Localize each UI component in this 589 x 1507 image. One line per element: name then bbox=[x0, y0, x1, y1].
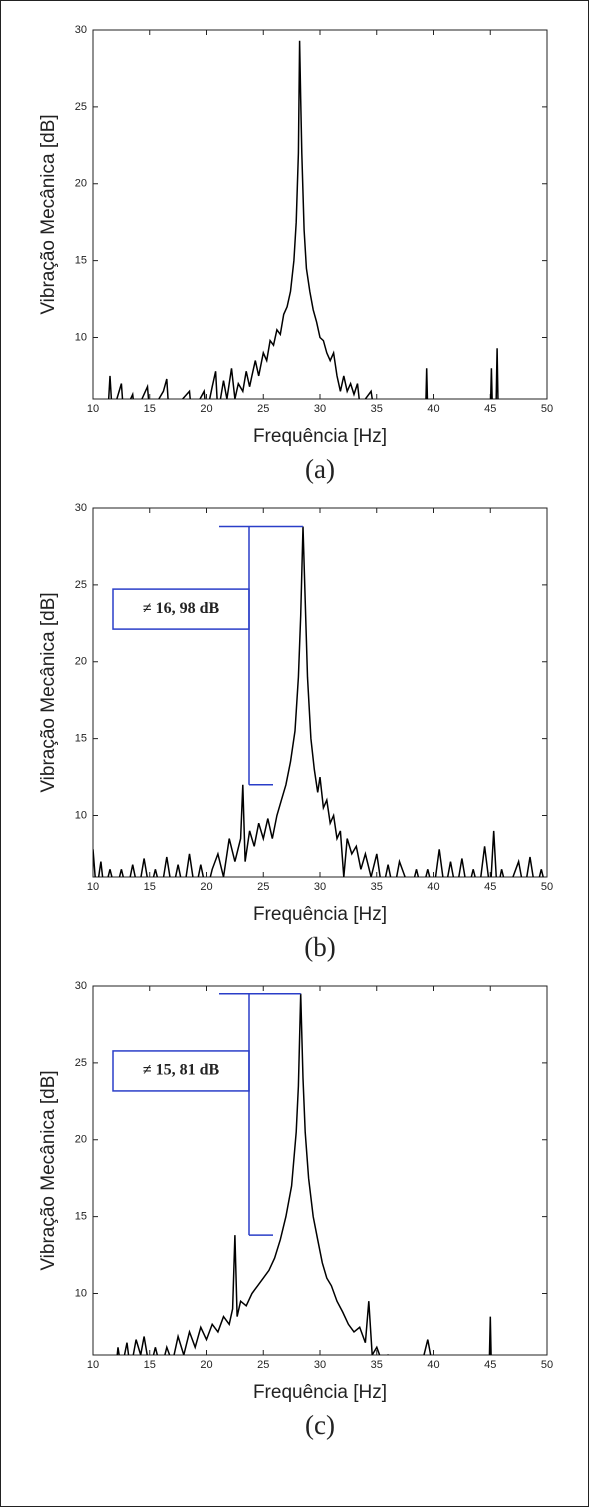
plot-frame bbox=[92, 29, 548, 400]
x-tick-label: 50 bbox=[541, 881, 553, 893]
annotation: ≠ 15, 81 dB bbox=[143, 1062, 220, 1079]
x-tick-label: 10 bbox=[87, 403, 99, 415]
y-tick-label: 20 bbox=[75, 178, 87, 190]
x-tick-label: 20 bbox=[200, 403, 212, 415]
x-tick-label: 15 bbox=[144, 403, 156, 415]
y-tick-label: 15 bbox=[75, 1211, 87, 1223]
x-tick-label: 40 bbox=[427, 1359, 439, 1371]
x-tick-label: 40 bbox=[427, 881, 439, 893]
x-tick-label: 25 bbox=[257, 403, 269, 415]
x-tick-label: 10 bbox=[87, 1359, 99, 1371]
y-axis-label: Vibração Mecânica [dB] bbox=[38, 592, 59, 792]
y-axis-label: Vibração Mecânica [dB] bbox=[38, 114, 59, 314]
y-tick-label: 10 bbox=[75, 809, 87, 821]
y-axis-label: Vibração Mecânica [dB] bbox=[38, 1070, 59, 1270]
caption: (a) bbox=[305, 454, 335, 484]
y-tick-label: 20 bbox=[75, 656, 87, 668]
x-tick-label: 45 bbox=[484, 1359, 496, 1371]
plot-frame bbox=[92, 507, 548, 878]
x-tick-label: 20 bbox=[200, 881, 212, 893]
x-tick-label: 40 bbox=[427, 403, 439, 415]
y-tick-label: 15 bbox=[75, 733, 87, 745]
x-tick-label: 30 bbox=[314, 881, 326, 893]
x-tick-label: 45 bbox=[484, 881, 496, 893]
x-tick-label: 30 bbox=[314, 1359, 326, 1371]
annotation-box bbox=[112, 1050, 250, 1092]
y-tick-label: 25 bbox=[75, 1057, 87, 1069]
y-tick-label: 25 bbox=[75, 101, 87, 113]
caption: (c) bbox=[305, 1410, 335, 1440]
plot-frame bbox=[92, 985, 548, 1356]
y-tick-label: 15 bbox=[75, 255, 87, 267]
x-tick-label: 35 bbox=[371, 403, 383, 415]
y-tick-label: 25 bbox=[75, 579, 87, 591]
y-tick-label: 30 bbox=[75, 24, 87, 36]
x-tick-label: 35 bbox=[371, 881, 383, 893]
x-tick-label: 45 bbox=[484, 403, 496, 415]
x-axis-label: Frequência [Hz] bbox=[253, 426, 387, 447]
x-tick-label: 25 bbox=[257, 1359, 269, 1371]
annotation-box bbox=[112, 588, 250, 630]
x-tick-label: 50 bbox=[541, 1359, 553, 1371]
x-axis-label: Frequência [Hz] bbox=[253, 904, 387, 925]
x-tick-label: 20 bbox=[200, 1359, 212, 1371]
y-tick-label: 30 bbox=[75, 980, 87, 992]
y-tick-label: 10 bbox=[75, 1287, 87, 1299]
spectrum-line bbox=[107, 40, 499, 399]
x-tick-label: 50 bbox=[541, 403, 553, 415]
bracket bbox=[219, 525, 303, 786]
caption: (b) bbox=[304, 932, 335, 962]
y-tick-label: 10 bbox=[75, 331, 87, 343]
y-tick-label: 20 bbox=[75, 1134, 87, 1146]
x-tick-label: 35 bbox=[371, 1359, 383, 1371]
x-tick-label: 15 bbox=[144, 1359, 156, 1371]
y-tick-label: 30 bbox=[75, 502, 87, 514]
spectrum-line bbox=[116, 993, 492, 1355]
x-tick-label: 15 bbox=[144, 881, 156, 893]
x-tick-label: 10 bbox=[87, 881, 99, 893]
x-axis-label: Frequência [Hz] bbox=[253, 1382, 387, 1403]
annotation: ≠ 16, 98 dB bbox=[143, 600, 220, 617]
bracket bbox=[219, 992, 301, 1236]
x-tick-label: 25 bbox=[257, 881, 269, 893]
spectrum-line bbox=[93, 526, 544, 877]
x-tick-label: 30 bbox=[314, 403, 326, 415]
